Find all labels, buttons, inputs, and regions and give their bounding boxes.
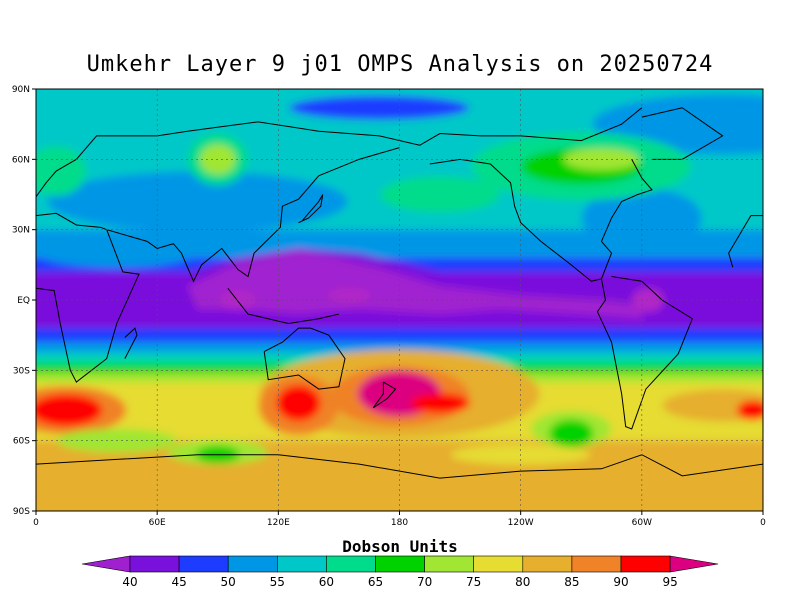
colorbar-level-label: 60 bbox=[319, 575, 334, 589]
colorbar-level-label: 55 bbox=[270, 575, 285, 589]
y-tick-label: 90N bbox=[12, 85, 30, 95]
arctic-60du-patch bbox=[56, 117, 177, 146]
colorbar-swatch bbox=[424, 555, 475, 573]
colorbar-level-label: 50 bbox=[221, 575, 236, 589]
colorbar-title: Dobson Units bbox=[342, 537, 458, 556]
colorbar-swatch bbox=[620, 555, 671, 573]
pacific-minimum-core bbox=[327, 287, 372, 304]
colorbar-level-label: 70 bbox=[417, 575, 432, 589]
x-tick-label: 120W bbox=[508, 518, 534, 528]
europe-65du-region bbox=[36, 146, 87, 197]
x-tick-label: 180 bbox=[391, 518, 408, 528]
australia-coast bbox=[263, 327, 346, 390]
indonesia-coast bbox=[227, 287, 340, 324]
west-africa-coast bbox=[728, 215, 763, 268]
chart-title: Umkehr Layer 9 j01 OMPS Analysis on 2025… bbox=[86, 52, 714, 77]
colorbar-swatch bbox=[276, 555, 327, 573]
y-tick-label: 30N bbox=[12, 226, 30, 236]
south-indian-95du-core bbox=[276, 385, 321, 422]
madagascar-coast bbox=[124, 327, 138, 359]
atlantic-55du-region bbox=[581, 187, 702, 248]
colorbar-swatch bbox=[326, 555, 376, 573]
north-america-west-east-coast bbox=[429, 158, 653, 282]
y-tick-label: 60S bbox=[13, 437, 30, 447]
y-tick-label: 30S bbox=[13, 366, 30, 376]
colorbar-level-label: 90 bbox=[613, 575, 628, 589]
x-tick-label: 60E bbox=[149, 518, 166, 528]
japan-coast bbox=[298, 194, 324, 224]
x-tick-label: 0 bbox=[33, 518, 39, 528]
colorbar-level-label: 65 bbox=[368, 575, 383, 589]
colorbar-swatch bbox=[375, 555, 425, 573]
colorbar-swatch bbox=[178, 555, 229, 573]
y-tick-label: 60N bbox=[12, 155, 30, 165]
south-atlantic-95du-edge bbox=[736, 400, 763, 421]
africa-55du-region bbox=[36, 239, 197, 268]
y-tick-label: EQ bbox=[17, 296, 30, 306]
band-southern-55du bbox=[36, 342, 763, 352]
y-tick-label: 90S bbox=[13, 507, 30, 517]
colorbar-swatch bbox=[522, 555, 573, 573]
asia-55du-region bbox=[47, 171, 348, 232]
colorbar-level-label: 95 bbox=[662, 575, 677, 589]
colorbar-level-label: 85 bbox=[564, 575, 579, 589]
axis-ticks: 0 60E 120E 180 120W 60W 0 90N 60N 30N EQ 30S 60S 90S bbox=[12, 85, 766, 528]
tropical-40du-minimum bbox=[187, 248, 642, 319]
colorbar-min-arrow bbox=[81, 555, 131, 573]
colorbar-level-label: 75 bbox=[466, 575, 481, 589]
south-pacific-90du-tail bbox=[409, 393, 470, 414]
grid-lines bbox=[36, 89, 763, 511]
colorbar-level-label: 80 bbox=[515, 575, 530, 589]
asia-south-coast bbox=[106, 147, 400, 283]
colorbar-level-label: 40 bbox=[122, 575, 137, 589]
colorbar-swatch bbox=[571, 555, 622, 573]
colorbar-level-label: 45 bbox=[171, 575, 186, 589]
pacific-65du-region bbox=[379, 176, 500, 213]
x-tick-label: 60W bbox=[632, 518, 652, 528]
south-atlantic-95du-core bbox=[36, 394, 103, 427]
new-zealand-coast bbox=[372, 381, 397, 409]
x-tick-label: 120E bbox=[267, 518, 290, 528]
colorbar-max-arrow bbox=[669, 555, 719, 573]
antarctica-coast bbox=[36, 454, 763, 479]
colorbar-swatch bbox=[473, 555, 524, 573]
colorbar-swatch bbox=[227, 555, 278, 573]
africa-coast bbox=[36, 212, 140, 383]
arctic-50du-patch bbox=[289, 95, 470, 120]
colorbar-swatch bbox=[129, 555, 180, 573]
x-tick-label: 0 bbox=[760, 518, 766, 528]
